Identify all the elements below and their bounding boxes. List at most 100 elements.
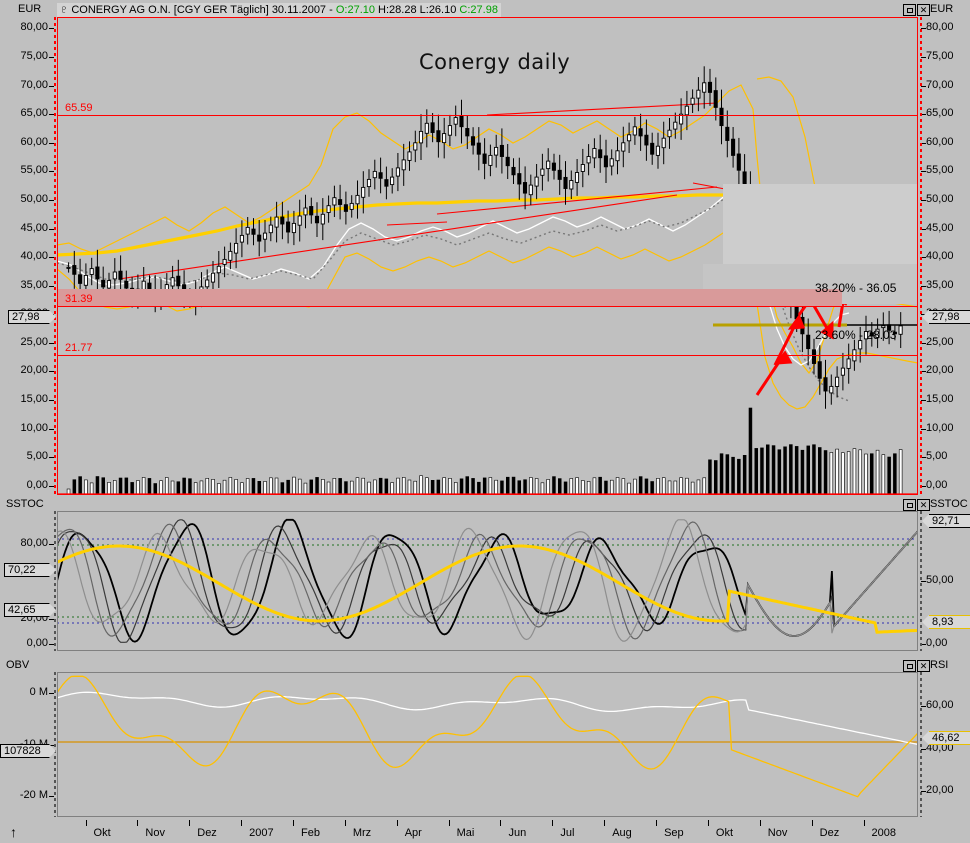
- priceAxisR-tick-11: 25,00: [926, 335, 954, 348]
- last-price-value-right: 27,98: [932, 311, 960, 323]
- priceAxisL-tick-6: 50,00: [20, 192, 48, 205]
- priceAxisR-tick-5: 55,00: [926, 164, 954, 177]
- date-tick-Feb: Feb: [300, 827, 320, 839]
- tick-mark: [49, 199, 54, 201]
- price-panel-minimize-button[interactable]: [903, 4, 916, 16]
- support-zone-band: [57, 289, 842, 307]
- priceAxisL-tick-3: 65,00: [20, 107, 48, 120]
- sstoc-marker-value-2: 42,65: [8, 604, 36, 616]
- sstoc-panel-label-right: SSTOC: [930, 498, 968, 510]
- date-tick-Apr: Apr: [404, 827, 422, 839]
- date-tick-mark: [448, 820, 450, 826]
- date-tick-mark: [656, 820, 658, 826]
- sar-dotted-line: [57, 186, 850, 402]
- sstoc-marker-flag-left-2: 42,65: [4, 603, 56, 617]
- rsi-axis-right-dashes: [920, 672, 922, 817]
- priceAxisR-tick-16: 0,00: [926, 478, 948, 491]
- sstocAxisL-tick-3: 0,00: [26, 636, 48, 649]
- priceAxisR-tick-1: 75,00: [926, 50, 954, 63]
- tick-mark: [921, 581, 926, 582]
- sstoc-slow-line: [57, 544, 918, 634]
- support-line-2177: [57, 355, 918, 356]
- rsi-marker-value: 46,62: [932, 732, 960, 744]
- tick-mark: [49, 371, 54, 373]
- date-tick-Aug: Aug: [612, 827, 632, 839]
- upper-band-line: [57, 84, 918, 375]
- date-tick-mark: [500, 820, 502, 826]
- date-tick-mark: [811, 820, 813, 826]
- sstocAxisL-tick-0: 80,00: [20, 536, 48, 549]
- instrument-name: CONERGY AG O.N. [CGY GER Täglich] 30.11.…: [71, 4, 333, 16]
- trendline-lower: [386, 221, 448, 226]
- price-axis-right-dashes: [920, 17, 922, 495]
- obv-line: [57, 691, 918, 746]
- tick-mark: [921, 199, 926, 201]
- sstocAxisR-tick-0: 50,00: [926, 574, 954, 586]
- date-tick-Nov: Nov: [145, 827, 165, 839]
- tick-mark: [921, 228, 926, 230]
- obvAxisL-tick-0: 0 M: [29, 685, 48, 698]
- priceAxisR-tick-0: 80,00: [926, 21, 954, 34]
- date-tick-mark: [604, 820, 606, 826]
- price-panel-close-button[interactable]: ✕: [917, 4, 930, 16]
- obv-panel-minimize-button[interactable]: [903, 660, 916, 672]
- date-tick-mark: [137, 820, 139, 826]
- tick-mark: [49, 28, 54, 30]
- date-tick-2007: 2007: [249, 827, 274, 839]
- date-tick-Okt: Okt: [715, 827, 734, 839]
- tick-mark: [49, 400, 54, 402]
- date-tick-Mrz: Mrz: [352, 827, 372, 839]
- low-value: L:26.10: [419, 4, 457, 16]
- tick-mark: [49, 114, 54, 116]
- date-tick-mark: [863, 820, 865, 826]
- tick-mark: [49, 228, 54, 230]
- priceAxisR-tick-4: 60,00: [926, 135, 954, 148]
- last-price-value-left: 27,98: [12, 311, 40, 323]
- shade-rect-upper: [723, 184, 918, 264]
- tick-mark: [921, 428, 926, 430]
- obv-panel-window-buttons: ✕: [903, 660, 930, 672]
- sstoc-panel-minimize-button[interactable]: [903, 499, 916, 511]
- priceAxisL-tick-7: 45,00: [20, 221, 48, 234]
- date-tick-mark: [552, 820, 554, 826]
- rsi-line: [57, 675, 918, 798]
- date-tick-Nov: Nov: [767, 827, 788, 839]
- priceAxisR-tick-12: 20,00: [926, 364, 954, 377]
- sstoc-series-svg: [57, 518, 918, 643]
- tick-mark: [921, 371, 926, 373]
- obv-panel-close-button[interactable]: ✕: [917, 660, 930, 672]
- tick-mark: [49, 692, 54, 694]
- obv-panel-label-left: OBV: [6, 659, 30, 671]
- tick-mark: [49, 285, 54, 287]
- sstoc-panel-close-button[interactable]: ✕: [917, 499, 930, 511]
- date-tick-mark: [241, 820, 243, 826]
- priceAxisR-tick-8: 40,00: [926, 250, 954, 263]
- tick-mark: [49, 543, 54, 545]
- sstoc-marker-flag-right-1: 92,71: [922, 514, 970, 528]
- tick-mark: [921, 400, 926, 402]
- fib-label-2360: 23.60% - 28.03: [815, 328, 897, 342]
- sstoc-plot-area[interactable]: [57, 511, 918, 651]
- tick-mark: [49, 142, 54, 144]
- date-tick-mark: [759, 820, 761, 826]
- price-axis-left-dashes: [54, 17, 56, 495]
- sstoc-marker-value-1: 70,22: [8, 564, 36, 576]
- priceAxisR-tick-13: 15,00: [926, 393, 954, 406]
- last-price-flag-left: 27,98: [8, 310, 56, 324]
- rsi-marker-flag: 46,62: [922, 731, 970, 745]
- sstoc-marker-value-4: 8,93: [932, 616, 954, 628]
- support-label-2177: 21.77: [65, 342, 93, 354]
- tick-mark: [49, 485, 54, 487]
- price-chart-plot-area[interactable]: 65.59 31.39 21.77 38.20% - 36.05 23.60% …: [57, 17, 918, 495]
- tick-mark: [921, 57, 926, 59]
- chart-title: Conergy daily: [419, 50, 571, 74]
- scroll-up-arrow-icon[interactable]: ↑: [10, 824, 17, 840]
- date-tick-Dez: Dez: [197, 827, 217, 839]
- date-tick-mark: [189, 820, 191, 826]
- date-tick-mark: [85, 820, 87, 826]
- obv-rsi-plot-area[interactable]: [57, 672, 918, 817]
- priceAxisR-tick-14: 10,00: [926, 421, 954, 434]
- rsiAxisR-tick-2: 20,00: [926, 784, 954, 797]
- date-tick-Jul: Jul: [560, 827, 575, 839]
- price-panel-label-right: EUR: [930, 3, 954, 15]
